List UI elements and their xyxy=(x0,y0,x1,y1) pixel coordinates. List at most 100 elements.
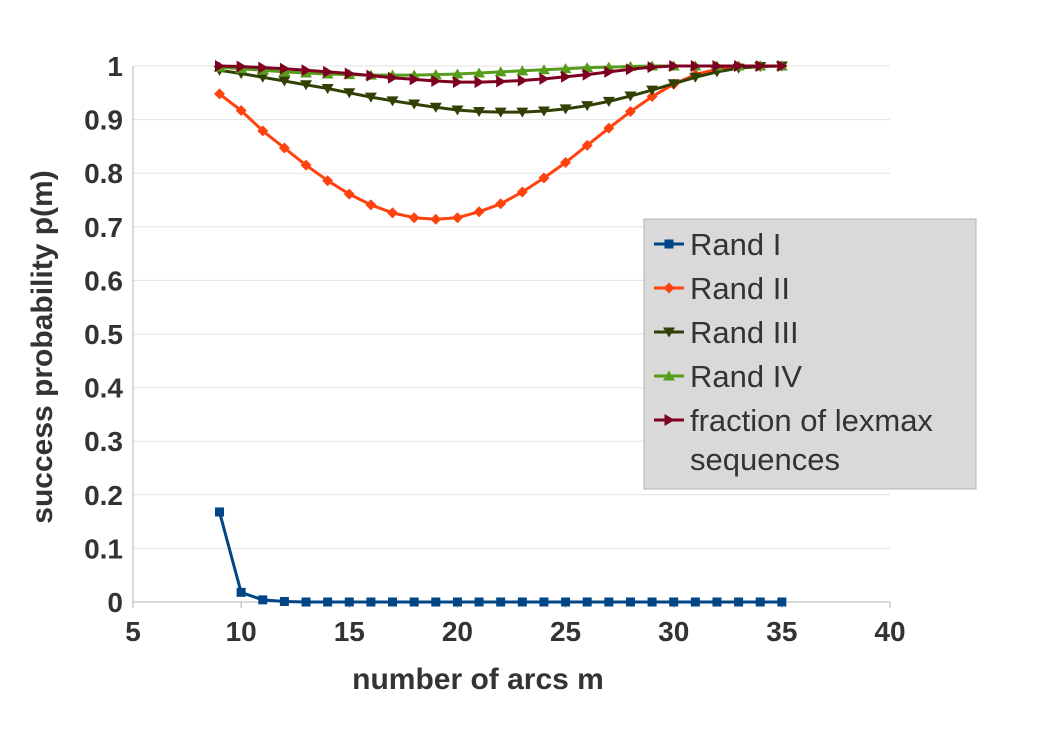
data-point xyxy=(537,106,550,117)
data-point xyxy=(582,68,593,81)
data-point xyxy=(409,73,420,86)
data-point xyxy=(388,597,398,607)
data-point xyxy=(257,125,269,137)
data-point xyxy=(539,72,550,85)
data-point xyxy=(451,68,464,79)
legend-item-rand-ii: Rand II xyxy=(654,271,790,306)
data-point xyxy=(473,107,486,118)
data-point xyxy=(712,60,723,72)
data-point xyxy=(451,105,464,116)
data-point xyxy=(408,99,421,110)
data-point xyxy=(496,597,506,607)
series-group xyxy=(213,60,788,607)
data-point xyxy=(582,597,592,607)
data-point xyxy=(321,84,334,95)
legend-swatch-marker xyxy=(663,370,675,381)
data-point xyxy=(734,597,744,607)
data-point xyxy=(559,104,572,115)
data-point xyxy=(581,139,593,151)
data-point xyxy=(669,60,680,72)
data-point xyxy=(647,597,657,607)
data-point xyxy=(624,91,637,102)
data-point xyxy=(300,80,313,91)
legend-swatch-marker xyxy=(663,282,675,294)
data-point xyxy=(214,88,226,100)
legend-item-fraction-of-lexmax-sequences: fraction of lexmax sequences xyxy=(654,403,933,477)
data-point xyxy=(602,96,615,107)
data-point xyxy=(777,60,788,72)
series-rand-i xyxy=(215,507,787,607)
legend-box xyxy=(643,218,977,490)
x-axis-title: number of arcs m xyxy=(352,663,604,696)
legend-label: Rand I xyxy=(690,227,781,262)
y-tick-label: 0.8 xyxy=(84,158,123,189)
data-point xyxy=(344,597,354,607)
data-point xyxy=(603,122,615,134)
data-point xyxy=(279,62,290,75)
data-point xyxy=(236,60,247,73)
data-point xyxy=(235,104,247,116)
data-point xyxy=(516,186,528,198)
x-tick-label: 5 xyxy=(125,616,141,647)
data-point xyxy=(364,92,377,103)
series-line xyxy=(218,64,782,221)
x-tick-label: 15 xyxy=(334,616,365,647)
legend-swatch-marker xyxy=(664,239,674,249)
data-point xyxy=(343,188,355,200)
x-tick-label: 40 xyxy=(874,616,905,647)
data-point xyxy=(431,75,442,88)
data-point xyxy=(386,96,399,107)
data-point xyxy=(451,212,463,224)
legend: Rand I Rand II Rand III Rand IV fraction of … xyxy=(643,218,977,490)
data-point xyxy=(258,61,269,74)
y-tick-label: 0.2 xyxy=(84,480,123,511)
data-point xyxy=(323,597,333,607)
data-point xyxy=(215,507,225,517)
data-point xyxy=(625,597,635,607)
data-point xyxy=(344,67,355,80)
y-tick-label: 0 xyxy=(107,587,123,618)
legend-swatch-marker xyxy=(664,414,675,426)
data-point xyxy=(452,76,463,89)
data-point xyxy=(494,66,507,77)
legend-item-rand-iv: Rand IV xyxy=(654,359,802,394)
data-point xyxy=(647,61,658,74)
x-tick-label: 20 xyxy=(442,616,473,647)
data-point xyxy=(646,85,659,96)
legend-item-rand-iii: Rand III xyxy=(654,315,799,350)
data-point xyxy=(215,60,226,72)
data-point xyxy=(755,597,765,607)
data-point xyxy=(474,76,485,89)
data-point xyxy=(667,79,680,90)
data-point xyxy=(429,102,442,113)
legend-swatch-marker xyxy=(663,327,675,338)
data-point xyxy=(689,72,702,83)
data-point xyxy=(734,60,745,72)
data-point xyxy=(301,597,311,607)
data-point xyxy=(278,142,290,154)
data-point xyxy=(581,101,594,112)
data-point xyxy=(258,595,268,605)
legend-label: Rand III xyxy=(690,315,799,350)
data-point xyxy=(604,65,615,78)
legend-item-rand-i: Rand I xyxy=(654,227,781,262)
y-tick-label: 0.7 xyxy=(84,212,123,243)
data-point xyxy=(755,60,766,72)
x-tick-label: 35 xyxy=(766,616,797,647)
data-point xyxy=(366,597,376,607)
data-point xyxy=(646,91,658,103)
legend-label: Rand IV xyxy=(690,359,802,394)
x-tick-label: 30 xyxy=(658,616,689,647)
data-point xyxy=(669,597,679,607)
data-point xyxy=(431,597,441,607)
data-point xyxy=(516,65,529,76)
data-point xyxy=(559,63,572,74)
y-tick-label: 0.3 xyxy=(84,426,123,457)
data-point xyxy=(539,597,549,607)
data-point xyxy=(517,74,528,87)
data-point xyxy=(322,175,334,187)
data-point xyxy=(561,70,572,83)
data-point xyxy=(343,88,356,99)
data-point xyxy=(690,60,701,72)
